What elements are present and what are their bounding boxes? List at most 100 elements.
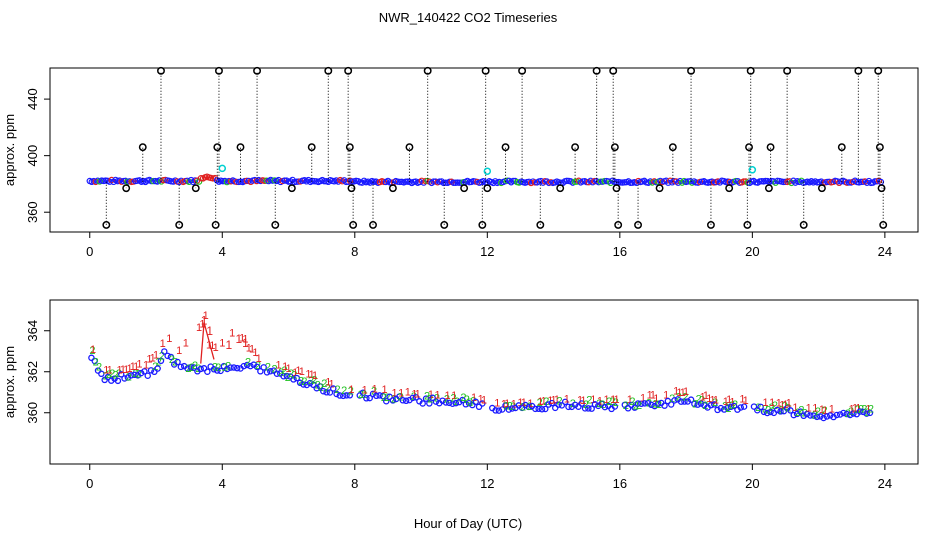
- series1-point: 1: [855, 402, 861, 414]
- series1-point: 1: [136, 359, 142, 371]
- series2-point: 2: [335, 384, 341, 396]
- flagged-point: [478, 220, 487, 229]
- series3-point: [664, 397, 672, 405]
- series1-point: 1: [551, 395, 557, 407]
- series3-point: [131, 371, 138, 379]
- series3-point: [310, 381, 317, 389]
- series3-point: [260, 364, 267, 371]
- series3-point: [462, 401, 470, 408]
- flagged-point: [746, 66, 755, 75]
- series2-point: 2: [272, 363, 278, 375]
- series3-point: [760, 408, 768, 416]
- series1-point: 1: [481, 394, 487, 406]
- series1-point: 1: [517, 397, 523, 409]
- series3-point: [422, 395, 430, 402]
- series1-point: 1: [398, 387, 404, 399]
- series2-point: 2: [298, 376, 304, 388]
- series2-point: 2: [308, 375, 314, 387]
- series2-point: 2: [543, 396, 549, 408]
- flagged-point: [610, 143, 619, 152]
- series1-point: 1: [123, 364, 129, 376]
- series3-point: [91, 357, 98, 365]
- flagged-point: [592, 66, 601, 75]
- series3-point: [336, 392, 344, 399]
- series3-point: [472, 398, 479, 406]
- series3-point: [306, 379, 314, 387]
- series3-point: [601, 403, 609, 411]
- series2-point: 2: [245, 357, 251, 369]
- series3-point: [445, 399, 453, 407]
- flagged-point: [405, 143, 414, 152]
- series3-point: [409, 394, 417, 402]
- flagged-point: [799, 220, 808, 229]
- series1-point: 1: [726, 394, 732, 406]
- series3-point: [638, 400, 645, 407]
- series2-point: 2: [321, 378, 327, 390]
- series3-point: [379, 392, 387, 400]
- top-x-tick-label: 8: [351, 244, 358, 259]
- series2-point: 2: [798, 404, 804, 416]
- series1-point: 1: [329, 379, 335, 391]
- bottom-x-tick-label: 0: [86, 476, 93, 491]
- series3-point: [575, 403, 582, 410]
- series2-point: 2: [460, 392, 466, 404]
- flagged-point: [764, 184, 773, 193]
- series3-point: [826, 412, 834, 419]
- co2-point: [454, 179, 461, 186]
- series3-point: [94, 367, 102, 374]
- series2-point: 2: [676, 391, 682, 403]
- series2-point: 2: [89, 345, 95, 357]
- series3-point: [197, 365, 204, 373]
- flagged-point: [609, 66, 618, 75]
- series3-point: [707, 401, 715, 409]
- series1-point: 1: [153, 349, 159, 361]
- co2-point: [845, 179, 853, 186]
- series3-point: [253, 363, 261, 371]
- series3-point: [280, 373, 287, 380]
- series3-point: [863, 410, 870, 417]
- series1-point: 1: [779, 399, 785, 411]
- series1-point: 1: [451, 390, 457, 402]
- series3-point: [469, 401, 476, 409]
- series3-point: [846, 411, 854, 419]
- top-y-tick-label: 360: [25, 201, 40, 223]
- series2-point: 2: [265, 361, 271, 373]
- co2-point: [380, 178, 388, 186]
- flagged-point: [783, 66, 792, 75]
- series3-point: [551, 404, 559, 412]
- series2-point: 2: [371, 385, 377, 397]
- series1-point: 1: [382, 384, 388, 396]
- series2-point: 2: [503, 400, 509, 412]
- series3-point: [396, 393, 403, 400]
- flagged-point: [347, 184, 356, 193]
- series1-point: 1: [501, 399, 507, 411]
- series2-point: 2: [583, 399, 589, 411]
- series3-point: [764, 409, 771, 417]
- flagged-point: [877, 184, 886, 193]
- series3-point: [644, 399, 652, 407]
- series2-point: 2: [159, 350, 165, 362]
- series3-point: [117, 371, 125, 378]
- series3-point: [634, 400, 642, 407]
- series1-point: 1: [206, 339, 212, 351]
- series3-point: [412, 394, 420, 401]
- series2-point: 2: [434, 392, 440, 404]
- series3-point: [200, 365, 208, 372]
- series2-point: 2: [381, 392, 387, 404]
- series3-point: [717, 404, 725, 412]
- series3-point: [542, 405, 549, 413]
- series3-point: [641, 400, 648, 407]
- series1-point: 1: [663, 389, 669, 401]
- series3-point: [154, 365, 161, 372]
- series1-point: 1: [252, 347, 258, 359]
- series1-point: 1: [160, 338, 166, 350]
- bottom-y-axis-label: approx. ppm: [2, 346, 17, 418]
- flagged-point: [481, 66, 490, 75]
- series3-point: [714, 406, 721, 414]
- series3-point: [479, 400, 486, 407]
- series1-point: 1: [647, 389, 653, 401]
- flagged-point: [879, 220, 888, 229]
- series1-point: 1: [117, 365, 123, 377]
- series2-point: 2: [556, 395, 562, 407]
- series1-point: 1: [256, 353, 262, 365]
